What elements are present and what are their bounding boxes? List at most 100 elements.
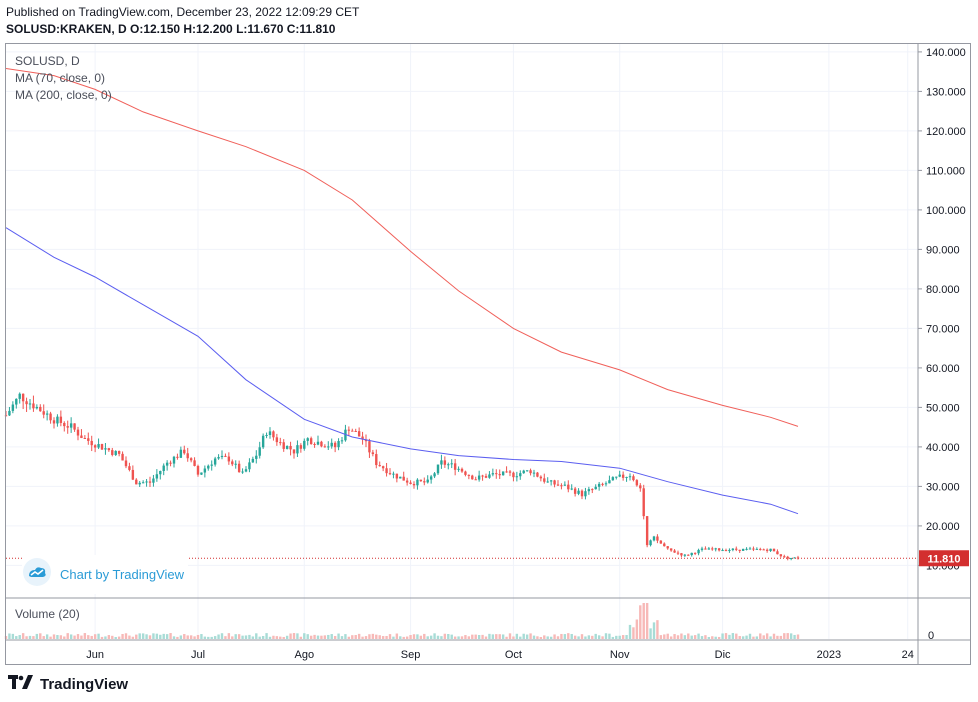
candle-body [735,548,738,550]
volume-bar [721,633,724,639]
candle-body [210,464,213,466]
candle-body [196,465,200,475]
volume-bar [666,633,669,639]
price-tick-label: 60.000 [926,363,960,375]
volume-bar [8,633,11,639]
candle-body [580,490,584,497]
candle-body [138,482,141,485]
candle-body [587,489,591,492]
volume-bar [303,633,306,639]
volume-bar [45,634,49,639]
volume-bar [522,633,525,639]
volume-bar [93,634,97,639]
volume-bar [368,634,371,639]
volume-bar [429,635,433,639]
candle-body [560,485,563,487]
volume-bar [330,634,333,639]
candle-body [515,476,519,478]
candle-body [371,452,375,455]
chart-watermark[interactable]: Chart by TradingView [22,555,189,594]
footer-brand[interactable]: TradingView [8,675,128,693]
volume-bar [642,603,645,639]
candle-body [707,548,711,550]
candle-body [299,445,303,449]
moving-averages [5,68,799,515]
candle-body [604,483,608,485]
volume-bar [320,635,323,639]
candle-body [285,445,289,449]
candle-body [224,455,227,457]
candle-body [676,552,680,554]
ma70-legend[interactable]: MA (70, close, 0) [15,71,106,85]
candle-body [176,456,179,458]
volume-bar [529,633,532,639]
candle-body [282,442,285,449]
volume-bar [289,633,292,639]
volume-bar [25,636,28,639]
volume-bar [601,636,604,639]
volume-bar [724,633,728,639]
volume-bar [337,633,340,639]
volume-bar [501,634,505,639]
volume-bar [395,633,399,639]
volume-bar [141,633,145,639]
candle-body [549,480,553,482]
candle-body [251,458,255,463]
candle-body [49,413,52,421]
candle-body [73,423,76,430]
volume-bar [117,636,121,639]
volume-bar [700,636,704,639]
candle-body [124,460,128,467]
ma200-legend[interactable]: MA (200, close, 0) [15,88,112,102]
candle-body [155,474,159,479]
volume-bar [519,636,522,639]
candle-body [368,441,371,453]
candle-body [333,442,337,448]
candle-body [107,448,111,451]
volume-bar [570,633,573,639]
volume-bar [604,633,608,639]
candle-body [207,465,210,469]
volume-bars [4,603,800,639]
candle-body [714,548,717,550]
candle-body [320,441,323,447]
volume-bar [525,634,529,639]
candle-body [255,455,258,459]
volume-bar [275,636,279,639]
candle-body [402,476,405,481]
candle-body [121,453,124,461]
price-tick-label: 140.000 [926,47,966,59]
volume-bar [436,635,440,639]
candle-body [217,457,220,459]
candle-body [776,551,779,555]
volume-bar [124,633,128,639]
candle-body [495,473,498,475]
candle-body [80,435,83,439]
price-tick-label: 70.000 [926,323,960,335]
candle-body [783,556,786,558]
candle-body [309,438,313,444]
symbol-legend[interactable]: SOLUSD, D [15,54,80,68]
volume-bar [4,636,8,639]
price-tick-label: 40.000 [926,442,960,454]
volume-bar [63,636,66,639]
candle-body [635,480,639,486]
candle-body [464,471,467,475]
candle-body [467,474,471,476]
candle-body [728,549,731,551]
volume-bar [69,634,73,639]
volume-bar [200,634,203,639]
volume-bar [32,636,35,639]
candle-body [460,468,464,472]
volume-bar [621,635,625,639]
volume-bar [196,634,200,639]
candle-body [165,462,169,466]
candle-body [443,460,447,465]
volume-bar [111,635,114,639]
volume-bar [351,635,354,639]
volume-legend[interactable]: Volume (20) [15,607,80,621]
candle-body [52,420,56,424]
candle-body [135,479,138,485]
volume-bar [693,635,697,639]
